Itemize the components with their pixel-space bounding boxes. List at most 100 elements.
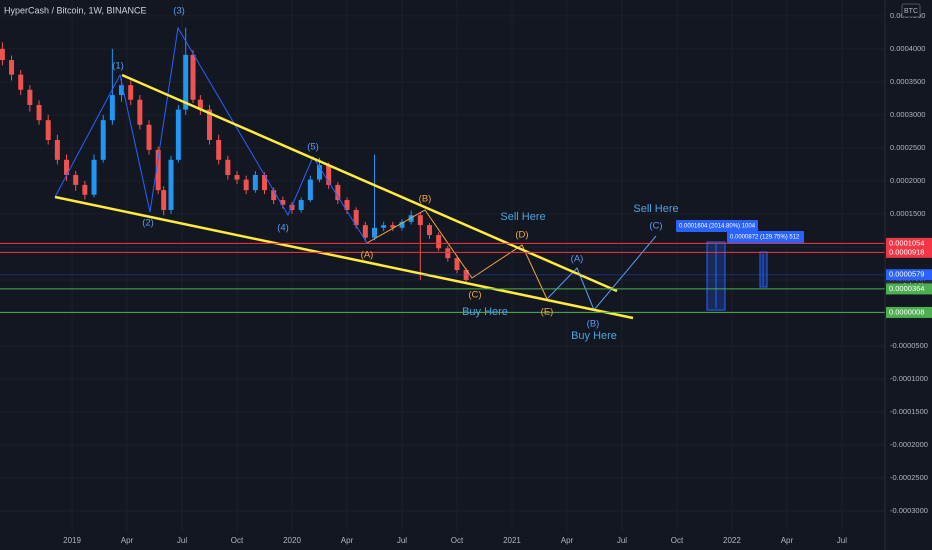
x-tick-label: 2019 bbox=[63, 536, 81, 545]
candle-body bbox=[175, 109, 181, 160]
candle-body bbox=[362, 225, 368, 238]
candle-body bbox=[73, 174, 79, 185]
candle-body bbox=[137, 99, 143, 125]
candle-body bbox=[426, 225, 432, 236]
x-tick-label: Oct bbox=[671, 536, 684, 545]
candle-body bbox=[298, 200, 304, 210]
y-tick-label: 0.0002500 bbox=[890, 143, 925, 152]
wave-label: (2) bbox=[142, 218, 154, 229]
y-tick-label: -0.0001500 bbox=[890, 407, 928, 416]
trend-line bbox=[54, 195, 634, 320]
candle-body bbox=[0, 48, 5, 61]
measure-label: 0.0000872 (129.75%) 512 bbox=[730, 235, 800, 241]
candle-body bbox=[225, 159, 231, 175]
wave-label: Sell Here bbox=[633, 203, 678, 215]
candle-body bbox=[146, 124, 152, 150]
x-tick-label: Apr bbox=[781, 536, 794, 545]
x-tick-label: Jul bbox=[397, 536, 407, 545]
wave-label: (B) bbox=[587, 319, 600, 330]
y-tick-label: 0.0003000 bbox=[890, 110, 925, 119]
wave-label: (4) bbox=[277, 223, 289, 234]
wave-label: Buy Here bbox=[462, 306, 508, 318]
measure-label-box bbox=[676, 220, 758, 232]
candle-body bbox=[317, 165, 323, 180]
y-tick-label: -0.0003000 bbox=[890, 506, 928, 515]
currency: BTC bbox=[904, 8, 918, 15]
candle-body bbox=[91, 159, 97, 195]
candle-body bbox=[445, 248, 451, 259]
grid bbox=[0, 0, 885, 532]
candle-body bbox=[252, 174, 258, 191]
candle-body bbox=[207, 109, 213, 140]
wave-label: (E) bbox=[541, 307, 554, 318]
x-tick-label: 2022 bbox=[723, 536, 741, 545]
x-tick-label: Jul bbox=[177, 536, 187, 545]
candle-body bbox=[326, 165, 332, 185]
candle-body bbox=[280, 200, 286, 205]
price-level-label: 0.0000008 bbox=[889, 307, 924, 316]
x-tick-label: Apr bbox=[121, 536, 134, 545]
candles bbox=[0, 27, 469, 284]
wave-label: Buy Here bbox=[571, 330, 617, 342]
candle-body bbox=[190, 54, 196, 100]
drawings bbox=[54, 26, 768, 320]
candle-body bbox=[27, 89, 33, 105]
overlay: (1) (2) (3) (4) (5) (A) (B) (C) (D) (E) (A) (B) (C) S… bbox=[0, 6, 885, 342]
price-level-box bbox=[886, 306, 932, 318]
candle-body bbox=[399, 221, 405, 228]
price-level-label: 0.0000364 bbox=[889, 284, 924, 293]
y-tick-label: 0.0001500 bbox=[890, 209, 925, 218]
candle-body bbox=[454, 258, 460, 271]
candle-body bbox=[463, 270, 469, 280]
wave-label: (C) bbox=[649, 221, 662, 232]
y-tick-label: -0.0001000 bbox=[890, 374, 928, 383]
wave-label: Sell Here bbox=[500, 211, 545, 223]
x-tick-label: Oct bbox=[451, 536, 464, 545]
price-level-label: 0.0000918 bbox=[889, 247, 924, 256]
wave-label: (D) bbox=[515, 230, 528, 241]
wave-label: (5) bbox=[307, 142, 319, 153]
candle-body bbox=[436, 235, 442, 249]
candle-body bbox=[390, 225, 396, 228]
candle-body bbox=[119, 85, 125, 96]
y-tick-label: -0.0000500 bbox=[890, 341, 928, 350]
candle-body bbox=[335, 184, 341, 201]
axis-labels: 0.00045000.00040000.00035000.00030000.00… bbox=[63, 11, 932, 545]
candle-body bbox=[344, 200, 350, 210]
x-tick-label: Jul bbox=[837, 536, 847, 545]
price-level-label: 0.0001054 bbox=[889, 238, 924, 247]
candle-body bbox=[289, 204, 295, 210]
candle-body bbox=[262, 174, 268, 191]
wave-line bbox=[366, 209, 548, 300]
wave-label: (A) bbox=[571, 254, 584, 265]
price-level-label: 0.0000579 bbox=[889, 270, 924, 279]
wave-label: (3) bbox=[173, 6, 185, 17]
measure-label-box bbox=[727, 231, 804, 243]
x-tick-label: Apr bbox=[561, 536, 574, 545]
candle-body bbox=[271, 190, 277, 201]
x-tick-label: 2021 bbox=[503, 536, 521, 545]
candle-body bbox=[9, 60, 15, 75]
chart-title: HyperCash / Bitcoin, 1W, BINANCE bbox=[4, 5, 147, 15]
candle-body bbox=[128, 85, 134, 100]
candle-body bbox=[45, 120, 51, 140]
candle-body bbox=[64, 159, 70, 175]
currency-box bbox=[901, 3, 921, 18]
wave-label: (B) bbox=[419, 194, 432, 205]
candle-body bbox=[408, 215, 414, 222]
x-tick-label: 2020 bbox=[283, 536, 301, 545]
y-tick-label: 0.0004000 bbox=[890, 44, 925, 53]
wave-label: (1) bbox=[112, 61, 124, 72]
price-level-box bbox=[886, 237, 932, 249]
y-tick-label: -0.0002000 bbox=[890, 440, 928, 449]
candle-body bbox=[381, 225, 387, 228]
candle-body bbox=[54, 139, 60, 160]
candle-body bbox=[243, 179, 249, 191]
candle-body bbox=[100, 120, 106, 160]
y-tick-label: 0.0002000 bbox=[890, 176, 925, 185]
candle-body bbox=[168, 159, 174, 210]
y-tick-label: -0.0002500 bbox=[890, 473, 928, 482]
price-level-box bbox=[886, 269, 932, 281]
candle-body bbox=[183, 54, 189, 110]
